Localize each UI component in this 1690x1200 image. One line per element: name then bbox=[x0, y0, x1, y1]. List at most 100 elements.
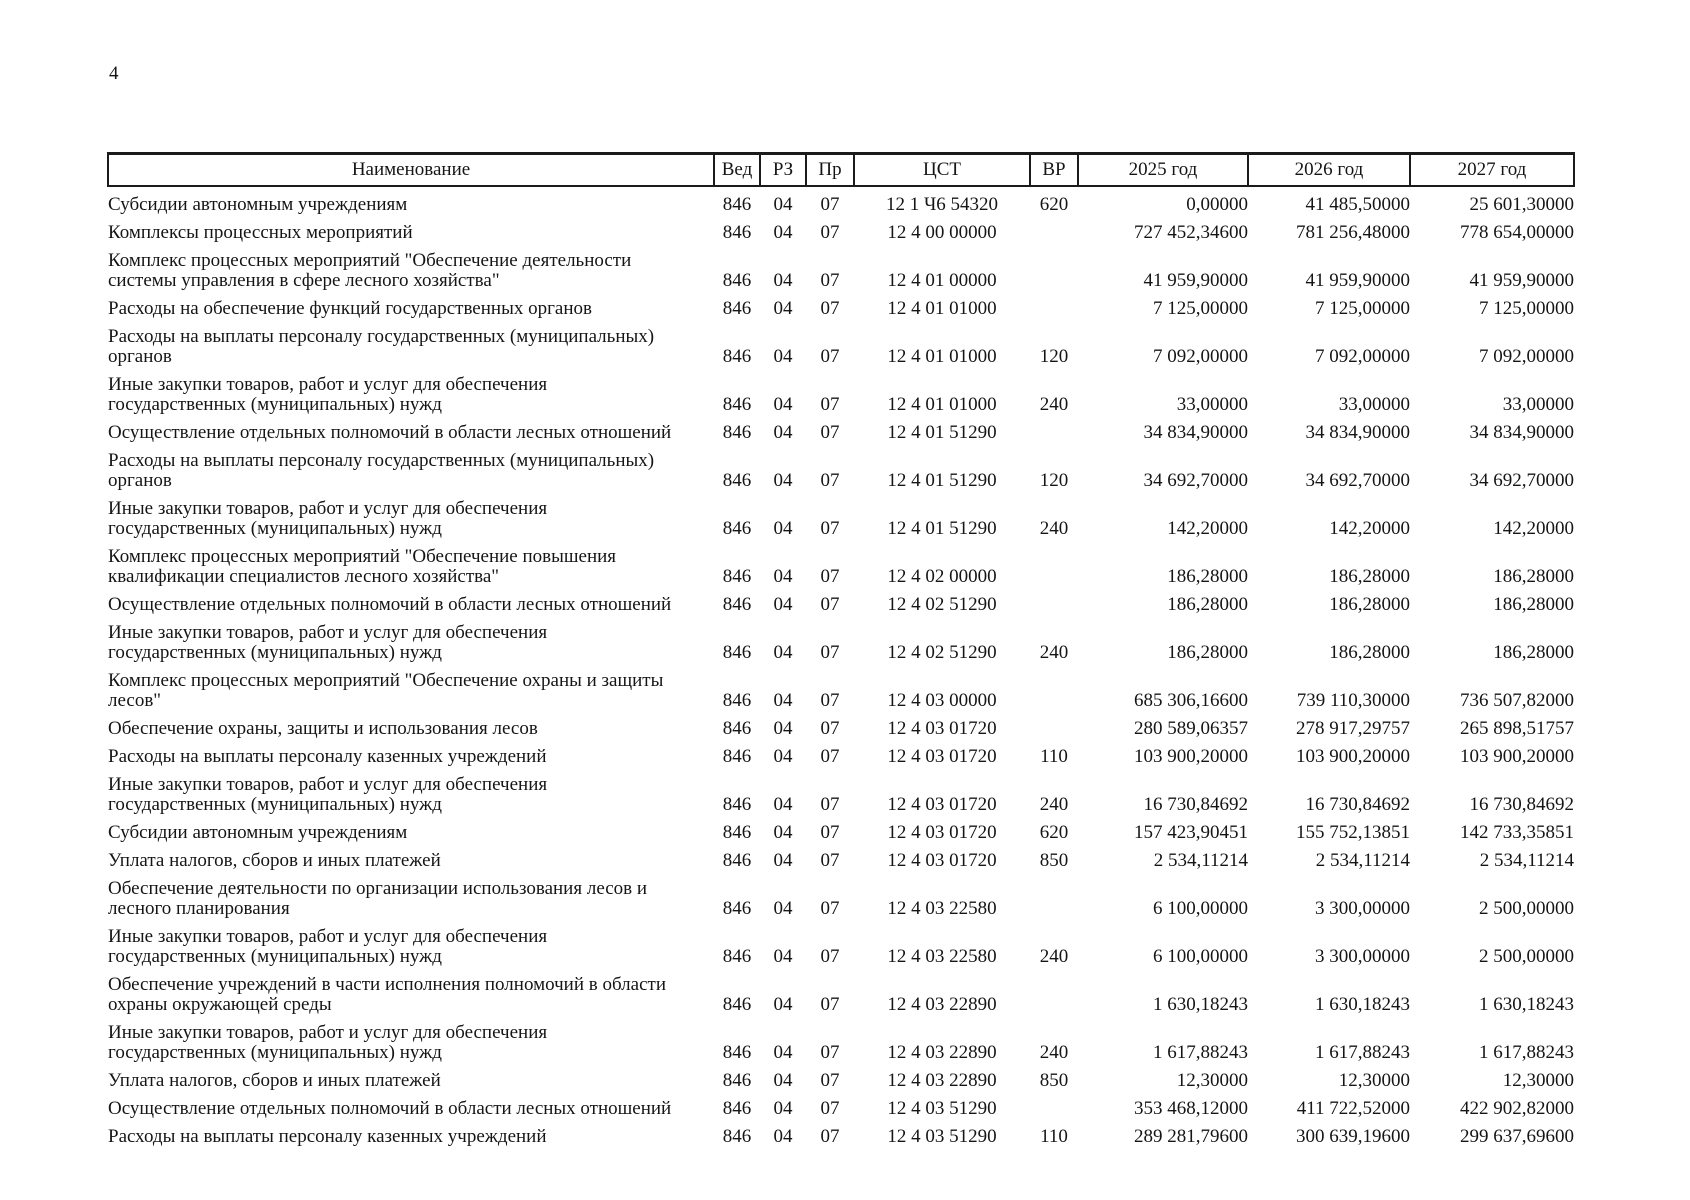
cell-cst: 12 4 03 01720 bbox=[887, 794, 997, 815]
cell-2025: 289 281,79600 bbox=[1134, 1126, 1248, 1147]
cell-cst: 12 4 03 22890 bbox=[887, 1070, 997, 1091]
table-row: Иные закупки товаров, работ и услуг для … bbox=[108, 615, 1574, 663]
cell-rz: 04 bbox=[773, 270, 793, 291]
cell-2025: 2 534,11214 bbox=[1153, 850, 1248, 871]
cell-2026: 12,30000 bbox=[1338, 1070, 1410, 1091]
budget-table: Наименование Вед РЗ Пр ЦСТ ВР 2025 год 2… bbox=[107, 152, 1575, 1147]
cell-2027: 25 601,30000 bbox=[1469, 194, 1575, 215]
cell-2027: 2 500,00000 bbox=[1479, 946, 1574, 967]
table-row: Комплексы процессных мероприятий 846 04 … bbox=[108, 215, 1574, 243]
column-header-2026: 2026 год bbox=[1247, 152, 1411, 187]
column-header-vr: ВР bbox=[1029, 152, 1079, 187]
cell-name: Обеспечение деятельности по организации … bbox=[108, 878, 648, 919]
cell-2027: 16 730,84692 bbox=[1469, 794, 1575, 815]
cell-vr: 240 bbox=[1039, 946, 1069, 967]
cell-2027: 103 900,20000 bbox=[1460, 746, 1574, 767]
cell-2026: 3 300,00000 bbox=[1315, 946, 1410, 967]
cell-pr: 07 bbox=[820, 794, 840, 815]
cell-name: Комплекс процессных мероприятий "Обеспеч… bbox=[108, 670, 664, 711]
cell-name: Иные закупки товаров, работ и услуг для … bbox=[108, 926, 548, 967]
cell-pr: 07 bbox=[820, 270, 840, 291]
cell-vr bbox=[1030, 415, 1078, 443]
cell-ved: 846 bbox=[722, 822, 752, 843]
cell-vr: 850 bbox=[1039, 1070, 1069, 1091]
cell-vr bbox=[1030, 243, 1078, 291]
cell-2026: 186,28000 bbox=[1329, 594, 1410, 615]
cell-cst: 12 4 03 01720 bbox=[887, 850, 997, 871]
table-row: Обеспечение охраны, защиты и использован… bbox=[108, 711, 1574, 739]
cell-cst: 12 4 01 01000 bbox=[887, 298, 997, 319]
cell-rz: 04 bbox=[773, 422, 793, 443]
cell-pr: 07 bbox=[820, 346, 840, 367]
cell-2025: 7 125,00000 bbox=[1153, 298, 1248, 319]
cell-rz: 04 bbox=[773, 594, 793, 615]
cell-2025: 34 692,70000 bbox=[1143, 470, 1249, 491]
cell-rz: 04 bbox=[773, 518, 793, 539]
cell-ved: 846 bbox=[722, 422, 752, 443]
cell-2026: 155 752,13851 bbox=[1296, 822, 1410, 843]
cell-cst: 12 4 02 51290 bbox=[887, 594, 997, 615]
cell-rz: 04 bbox=[773, 642, 793, 663]
cell-ved: 846 bbox=[722, 850, 752, 871]
cell-name: Иные закупки товаров, работ и услуг для … bbox=[108, 774, 548, 815]
cell-2027: 33,00000 bbox=[1502, 394, 1574, 415]
cell-pr: 07 bbox=[820, 946, 840, 967]
cell-pr: 07 bbox=[820, 298, 840, 319]
cell-pr: 07 bbox=[820, 1042, 840, 1063]
cell-2026: 300 639,19600 bbox=[1296, 1126, 1410, 1147]
cell-2025: 6 100,00000 bbox=[1153, 898, 1248, 919]
cell-2027: 186,28000 bbox=[1493, 642, 1574, 663]
cell-pr: 07 bbox=[820, 518, 840, 539]
cell-cst: 12 1 Ч6 54320 bbox=[885, 194, 999, 215]
cell-cst: 12 4 03 01720 bbox=[887, 746, 997, 767]
table-row: Обеспечение деятельности по организации … bbox=[108, 871, 1574, 919]
cell-ved: 846 bbox=[722, 746, 752, 767]
cell-2025: 157 423,90451 bbox=[1134, 822, 1248, 843]
table-row: Уплата налогов, сборов и иных платежей 8… bbox=[108, 843, 1574, 871]
cell-2027: 142,20000 bbox=[1493, 518, 1574, 539]
cell-rz: 04 bbox=[773, 394, 793, 415]
table-row: Комплекс процессных мероприятий "Обеспеч… bbox=[108, 243, 1574, 291]
cell-2025: 280 589,06357 bbox=[1134, 718, 1248, 739]
table-row: Комплекс процессных мероприятий "Обеспеч… bbox=[108, 539, 1574, 587]
table-row: Расходы на выплаты персоналу государстве… bbox=[108, 443, 1574, 491]
table-row: Обеспечение учреждений в части исполнени… bbox=[108, 967, 1574, 1015]
cell-vr: 240 bbox=[1039, 642, 1069, 663]
cell-cst: 12 4 01 00000 bbox=[887, 270, 997, 291]
cell-2025: 685 306,16600 bbox=[1134, 690, 1248, 711]
cell-ved: 846 bbox=[722, 1070, 752, 1091]
column-header-cst: ЦСТ bbox=[853, 152, 1031, 187]
cell-cst: 12 4 03 22890 bbox=[887, 994, 997, 1015]
cell-2027: 265 898,51757 bbox=[1460, 718, 1574, 739]
cell-rz: 04 bbox=[773, 346, 793, 367]
cell-2027: 12,30000 bbox=[1502, 1070, 1574, 1091]
cell-pr: 07 bbox=[820, 898, 840, 919]
cell-2027: 299 637,69600 bbox=[1460, 1126, 1574, 1147]
cell-2027: 186,28000 bbox=[1493, 566, 1574, 587]
cell-2027: 1 630,18243 bbox=[1479, 994, 1574, 1015]
cell-vr: 120 bbox=[1039, 346, 1069, 367]
cell-name: Осуществление отдельных полномочий в обл… bbox=[108, 594, 672, 615]
cell-2026: 34 834,90000 bbox=[1305, 422, 1411, 443]
cell-vr: 850 bbox=[1039, 850, 1069, 871]
cell-rz: 04 bbox=[773, 994, 793, 1015]
cell-name: Расходы на выплаты персоналу казенных уч… bbox=[108, 746, 547, 767]
cell-vr bbox=[1030, 663, 1078, 711]
cell-ved: 846 bbox=[722, 194, 752, 215]
cell-cst: 12 4 01 01000 bbox=[887, 346, 997, 367]
cell-name: Расходы на выплаты персоналу казенных уч… bbox=[108, 1126, 547, 1147]
cell-ved: 846 bbox=[722, 994, 752, 1015]
cell-cst: 12 4 01 51290 bbox=[887, 422, 997, 443]
cell-ved: 846 bbox=[722, 1098, 752, 1119]
cell-2025: 34 834,90000 bbox=[1143, 422, 1249, 443]
cell-pr: 07 bbox=[820, 850, 840, 871]
cell-pr: 07 bbox=[820, 1098, 840, 1119]
cell-2027: 2 534,11214 bbox=[1479, 850, 1574, 871]
cell-2025: 103 900,20000 bbox=[1134, 746, 1248, 767]
cell-2025: 727 452,34600 bbox=[1134, 222, 1248, 243]
cell-2027: 778 654,00000 bbox=[1460, 222, 1574, 243]
cell-2025: 41 959,90000 bbox=[1143, 270, 1249, 291]
table-header-row: Наименование Вед РЗ Пр ЦСТ ВР 2025 год 2… bbox=[107, 152, 1575, 187]
cell-2025: 33,00000 bbox=[1176, 394, 1248, 415]
table-row: Осуществление отдельных полномочий в обл… bbox=[108, 1091, 1574, 1119]
